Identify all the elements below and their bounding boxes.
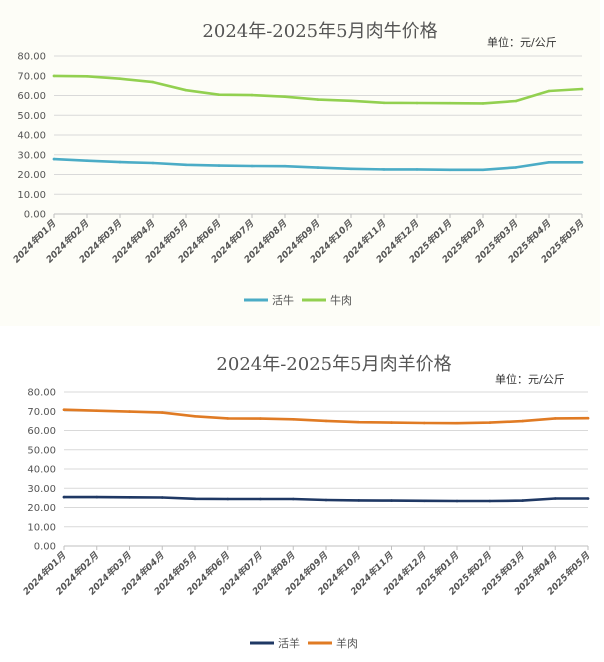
data-point <box>521 499 524 502</box>
data-point <box>324 419 328 423</box>
data-point <box>283 164 287 168</box>
data-point <box>514 99 518 103</box>
data-point <box>580 87 584 91</box>
data-point <box>455 499 459 503</box>
y-tick-label: 40.00 <box>27 465 56 476</box>
y-tick-label: 80.00 <box>17 52 46 63</box>
data-point <box>151 161 155 165</box>
data-point <box>217 93 221 96</box>
data-point <box>118 77 122 80</box>
data-point <box>349 167 353 171</box>
data-point <box>554 497 557 500</box>
data-point <box>349 99 353 103</box>
data-point <box>128 410 131 413</box>
unit-label: 单位：元/公斤 <box>487 35 557 49</box>
y-tick-label: 30.00 <box>27 484 56 495</box>
data-point <box>85 159 89 162</box>
y-tick-label: 50.00 <box>17 111 46 122</box>
data-point <box>128 496 131 499</box>
y-tick-label: 60.00 <box>17 91 46 102</box>
data-point <box>62 408 66 411</box>
legend-label: 羊肉 <box>336 636 358 650</box>
data-point <box>85 75 89 78</box>
y-tick-label: 80.00 <box>27 388 56 399</box>
y-tick-label: 30.00 <box>17 150 46 161</box>
data-point <box>357 420 361 424</box>
data-point <box>52 157 56 161</box>
data-point <box>259 417 262 420</box>
beef-price-chart: 2024年-2025年5月肉牛价格 单位：元/公斤 0.00 10.00 20.00… <box>11 21 587 307</box>
data-point <box>316 166 320 169</box>
data-point <box>95 409 99 412</box>
data-point <box>52 74 56 78</box>
beef-price-chart-panel: 2024年-2025年5月肉牛价格 单位：元/公斤 0.00 10.00 20.00… <box>0 0 600 326</box>
data-point <box>62 495 66 499</box>
data-point <box>514 166 518 169</box>
data-point <box>382 168 386 171</box>
data-point <box>521 419 524 423</box>
data-point <box>184 88 188 92</box>
data-point <box>161 496 164 499</box>
data-point <box>580 161 584 164</box>
data-point <box>547 161 551 164</box>
data-point <box>250 93 254 97</box>
y-tick-label: 60.00 <box>27 426 56 437</box>
data-point <box>423 499 426 503</box>
data-point <box>455 421 459 425</box>
data-point <box>259 497 262 501</box>
data-point <box>481 102 485 105</box>
data-point <box>283 95 287 98</box>
data-point <box>151 80 155 84</box>
data-point <box>316 98 320 101</box>
y-tick-label: 20.00 <box>27 503 56 514</box>
y-tick-label: 70.00 <box>27 407 56 418</box>
y-tick-label: 40.00 <box>17 131 46 142</box>
data-point <box>193 415 197 418</box>
data-point <box>448 101 452 105</box>
y-tick-label: 20.00 <box>17 170 46 181</box>
data-point <box>118 160 122 164</box>
data-point <box>250 164 254 168</box>
data-point <box>448 168 452 172</box>
data-point <box>184 163 188 167</box>
data-point <box>161 411 164 414</box>
chart-title: 2024年-2025年5月肉羊价格 <box>216 354 451 375</box>
data-point <box>554 417 557 420</box>
y-tick-label: 0.00 <box>24 210 46 221</box>
y-tick-label: 10.00 <box>27 522 56 533</box>
data-point <box>292 497 295 501</box>
data-point <box>415 101 419 105</box>
y-tick-label: 70.00 <box>17 71 46 82</box>
data-point <box>390 499 393 502</box>
legend-label: 牛肉 <box>330 293 352 307</box>
y-tick-label: 10.00 <box>17 190 46 201</box>
data-point <box>357 499 361 502</box>
data-point <box>382 101 386 105</box>
data-point <box>423 421 426 425</box>
data-point <box>217 164 221 167</box>
data-point <box>324 498 328 502</box>
data-point <box>481 168 485 172</box>
data-point <box>488 421 492 424</box>
chart-title: 2024年-2025年5月肉牛价格 <box>202 21 437 42</box>
data-point <box>586 497 590 500</box>
unit-label: 单位：元/公斤 <box>495 372 565 386</box>
legend-label: 活牛 <box>272 293 294 307</box>
y-tick-label: 0.00 <box>34 542 56 553</box>
mutton-price-chart: 2024年-2025年5月肉羊价格 单位：元/公斤 0.00 10.00 20.00… <box>21 354 593 650</box>
data-point <box>547 89 551 93</box>
data-point <box>292 418 295 421</box>
mutton-price-chart-panel: 2024年-2025年5月肉羊价格 单位：元/公斤 0.00 10.00 20.00… <box>0 332 604 662</box>
data-point <box>95 495 99 499</box>
data-point <box>226 417 230 420</box>
y-tick-label: 50.00 <box>27 445 56 456</box>
data-point <box>488 499 492 503</box>
data-point <box>415 168 419 171</box>
data-point <box>390 421 393 424</box>
data-point <box>193 497 197 501</box>
data-point <box>226 497 230 501</box>
data-point <box>586 416 590 420</box>
legend-label: 活羊 <box>278 636 300 650</box>
